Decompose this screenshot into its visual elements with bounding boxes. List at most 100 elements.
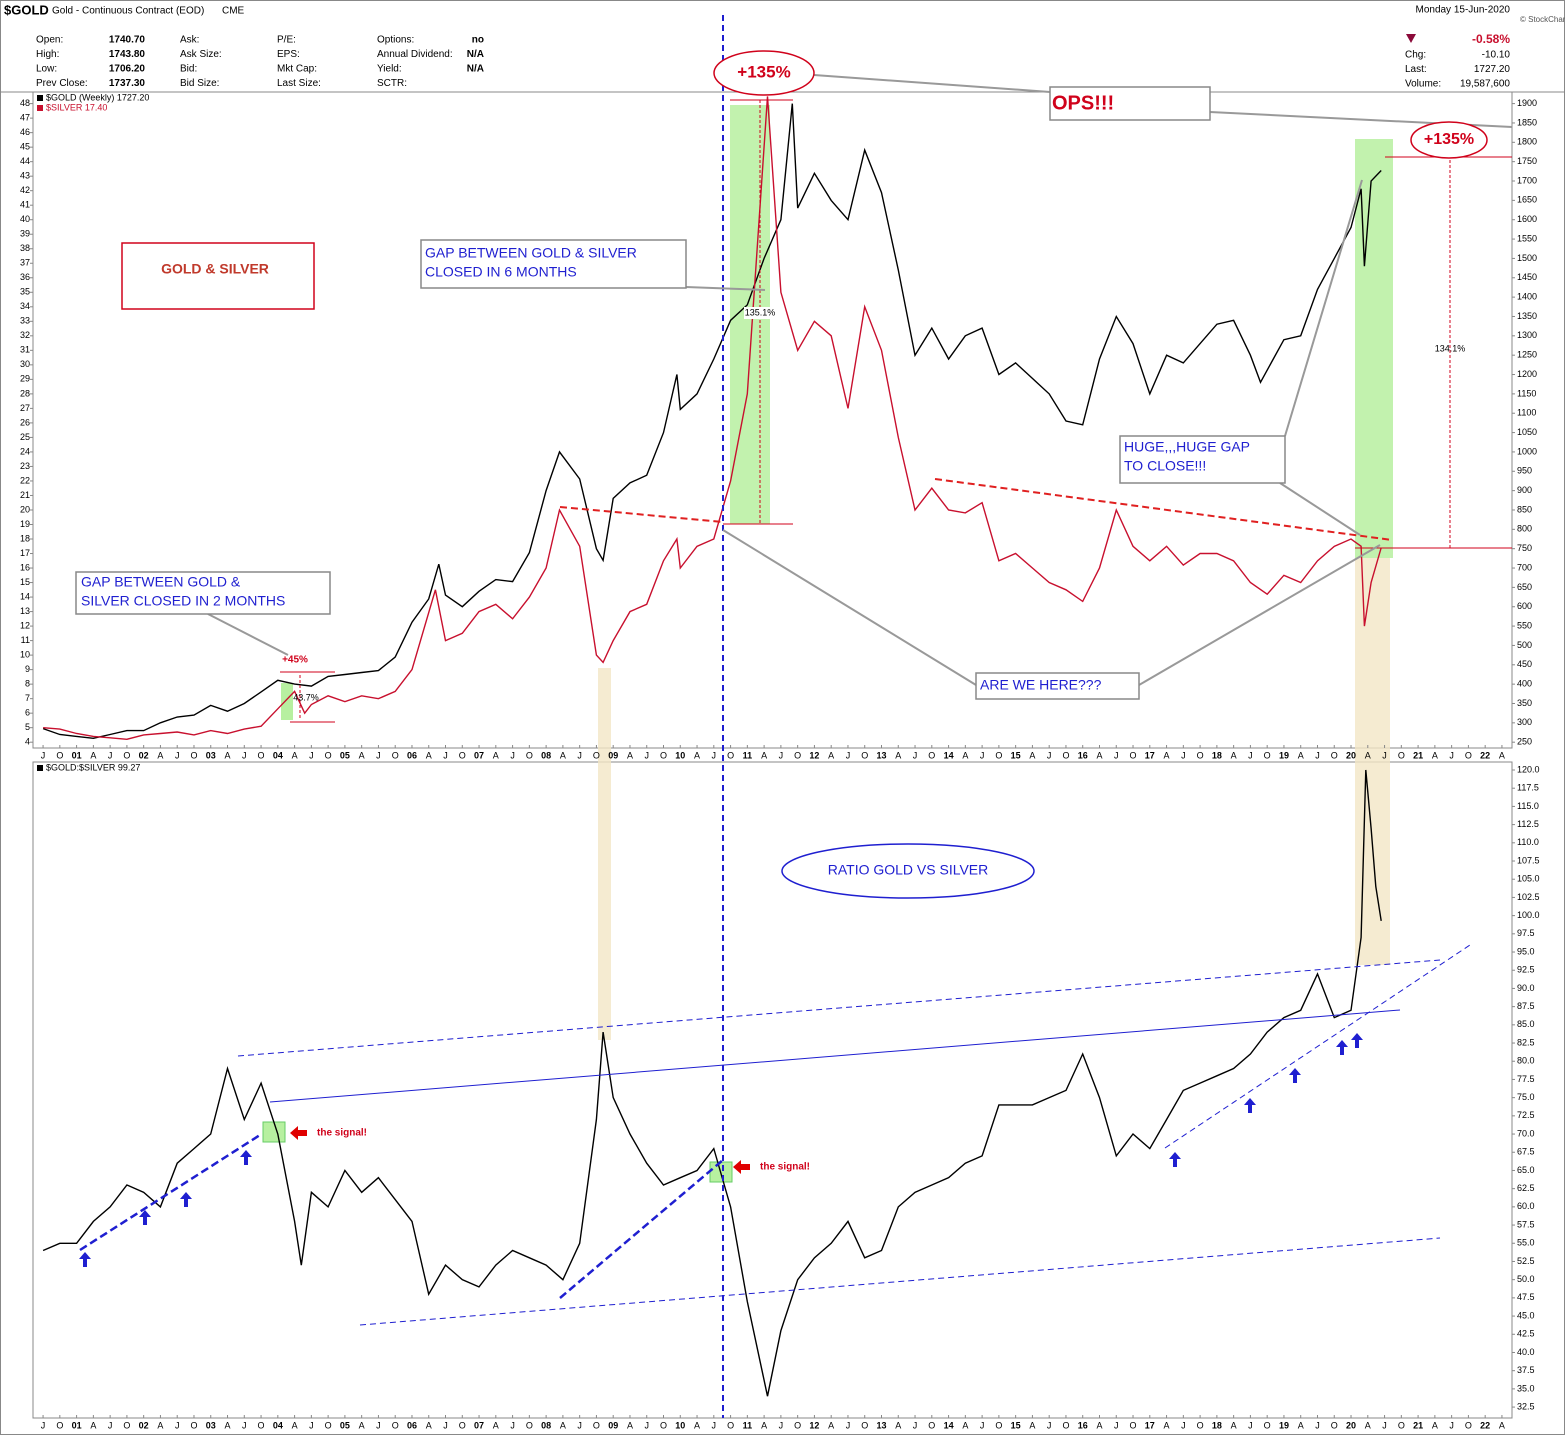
x-tick-label: O xyxy=(928,1420,935,1430)
channel-line xyxy=(269,1009,1401,1103)
x-tick-label: O xyxy=(190,1420,197,1430)
x-tick-label: 10 xyxy=(675,1420,685,1430)
x-tick-label: J xyxy=(443,750,448,760)
x-tick-label: A xyxy=(627,1420,633,1430)
x-tick-label: A xyxy=(828,750,834,760)
field-value: 1737.30 xyxy=(109,78,146,89)
x-tick-label: O xyxy=(593,1420,600,1430)
y-tick-label: 26 xyxy=(20,417,30,427)
x-tick-label: 19 xyxy=(1279,750,1289,760)
x-tick-label: 14 xyxy=(944,1420,954,1430)
x-tick-label: J xyxy=(443,1420,448,1430)
callout xyxy=(207,74,1513,686)
x-tick-label: O xyxy=(258,750,265,760)
legend-label: $GOLD:$SILVER 99.27 xyxy=(46,762,140,772)
x-tick-label: 06 xyxy=(407,1420,417,1430)
y-tick-label: 117.5 xyxy=(1517,783,1539,793)
x-tick-label: O xyxy=(1062,750,1069,760)
y2-tick-label: 750 xyxy=(1517,543,1532,553)
y2-tick-label: 1750 xyxy=(1517,156,1537,166)
y-tick-label: 90.0 xyxy=(1517,983,1535,993)
x-tick-label: A xyxy=(1298,1420,1304,1430)
y-tick-label: 40.0 xyxy=(1517,1347,1535,1357)
x-tick-label: J xyxy=(1114,750,1119,760)
legend-swatch xyxy=(37,95,43,101)
x-tick-label: A xyxy=(761,1420,767,1430)
x-tick-label: A xyxy=(493,750,499,760)
x-tick-label: J xyxy=(1315,1420,1320,1430)
down-icon xyxy=(1406,34,1416,43)
x-tick-label: J xyxy=(1248,750,1253,760)
y-tick-label: 13 xyxy=(20,606,30,616)
y2-tick-label: 1550 xyxy=(1517,233,1537,243)
x-tick-label: 15 xyxy=(1011,1420,1021,1430)
x-tick-label: J xyxy=(1181,750,1186,760)
annotation-bg xyxy=(744,307,776,319)
x-tick-label: J xyxy=(846,750,851,760)
x-tick-label: A xyxy=(426,750,432,760)
x-tick-label: A xyxy=(1029,1420,1035,1430)
x-tick-label: J xyxy=(779,1420,784,1430)
field-label: Mkt Cap: xyxy=(277,64,317,75)
x-tick-label: 01 xyxy=(72,750,82,760)
y2-tick-label: 600 xyxy=(1517,601,1532,611)
x-tick-label: J xyxy=(41,750,46,760)
y-tick-label: 62.5 xyxy=(1517,1183,1535,1193)
x-tick-label: 10 xyxy=(675,750,685,760)
y-tick-label: 41 xyxy=(20,200,30,210)
x-tick-label: O xyxy=(1197,750,1204,760)
x-tick-label: 20 xyxy=(1346,750,1356,760)
x-tick-label: O xyxy=(1197,1420,1204,1430)
x-tick-label: O xyxy=(928,750,935,760)
y-tick-label: 85.0 xyxy=(1517,1019,1535,1029)
x-tick-label: A xyxy=(895,1420,901,1430)
y2-tick-label: 1150 xyxy=(1517,388,1536,398)
x-tick-label: J xyxy=(779,750,784,760)
x-tick-label: 02 xyxy=(139,750,149,760)
x-tick-label: 01 xyxy=(72,1420,82,1430)
y-tick-label: 44 xyxy=(20,156,30,166)
y-tick-label: 30 xyxy=(20,359,30,369)
y-tick-label: 14 xyxy=(20,591,30,601)
y2-tick-label: 1250 xyxy=(1517,350,1537,360)
y-tick-label: 10 xyxy=(20,649,30,659)
y-tick-label: 11 xyxy=(21,635,30,645)
y-tick-label: 36 xyxy=(20,272,30,282)
y-tick-label: 107.5 xyxy=(1517,855,1540,865)
x-tick-label: O xyxy=(258,1420,265,1430)
channel-line xyxy=(237,944,1471,1326)
field-label: Ask: xyxy=(180,35,199,46)
y-tick-label: 110.0 xyxy=(1517,837,1539,847)
x-tick-label: O xyxy=(1465,750,1472,760)
date: Monday 15-Jun-2020 xyxy=(1415,5,1510,16)
y-tick-label: 77.5 xyxy=(1517,1074,1535,1084)
annotation-text: 134.1% xyxy=(1435,343,1466,353)
annotation-text: RATIO GOLD VS SILVER xyxy=(828,862,989,878)
x-tick-label: O xyxy=(593,750,600,760)
x-tick-label: A xyxy=(895,750,901,760)
y-tick-label: 32 xyxy=(20,330,30,340)
annotation-box xyxy=(975,672,1140,700)
x-tick-label: A xyxy=(225,1420,231,1430)
annotation-text: +135% xyxy=(737,62,790,81)
y-tick-label: 102.5 xyxy=(1517,892,1540,902)
x-tick-label: J xyxy=(644,750,649,760)
x-tick-label: 13 xyxy=(876,1420,886,1430)
y2-tick-label: 350 xyxy=(1517,698,1532,708)
annotation-box xyxy=(75,571,331,615)
x-tick-label: A xyxy=(1231,1420,1237,1430)
y-tick-label: 37 xyxy=(20,258,30,268)
x-tick-label: A xyxy=(1365,1420,1371,1430)
x-tick-label: 18 xyxy=(1212,1420,1222,1430)
y-tick-label: 45.0 xyxy=(1517,1310,1535,1320)
y-tick-label: 43 xyxy=(20,171,30,181)
instrument-name: Gold - Continuous Contract (EOD) xyxy=(52,6,204,17)
x-tick-label: A xyxy=(1499,750,1505,760)
x-tick-label: 17 xyxy=(1145,750,1155,760)
x-tick-label: O xyxy=(995,1420,1002,1430)
y2-tick-label: 250 xyxy=(1517,737,1532,747)
x-tick-label: O xyxy=(123,1420,130,1430)
x-tick-label: 11 xyxy=(743,750,753,760)
x-tick-label: O xyxy=(123,750,130,760)
field-label: Yield: xyxy=(377,64,402,75)
